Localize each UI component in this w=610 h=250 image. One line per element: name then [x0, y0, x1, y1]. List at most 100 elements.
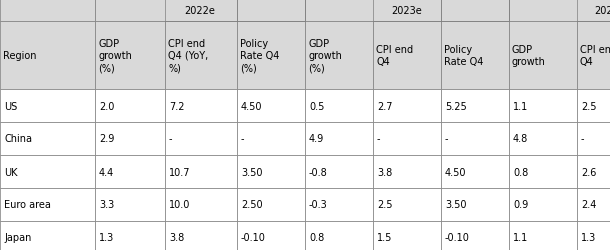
Bar — [577, 122, 610, 156]
Text: 2023e: 2023e — [392, 6, 422, 16]
Bar — [165, 156, 237, 188]
Text: 0.8: 0.8 — [309, 232, 325, 242]
Bar — [373, 22, 441, 90]
Bar — [373, 122, 441, 156]
Text: 4.4: 4.4 — [99, 167, 114, 177]
Text: -: - — [445, 134, 448, 144]
Bar — [165, 122, 237, 156]
Text: 4.50: 4.50 — [445, 167, 467, 177]
Bar — [95, 0, 305, 22]
Text: China: China — [4, 134, 32, 144]
Bar — [577, 188, 610, 221]
Bar — [509, 22, 577, 90]
Text: Japan: Japan — [4, 232, 31, 242]
Bar — [373, 188, 441, 221]
Text: -0.10: -0.10 — [241, 232, 266, 242]
Text: 1.5: 1.5 — [377, 232, 392, 242]
Text: 2022e: 2022e — [185, 6, 215, 16]
Bar — [0, 90, 95, 122]
Bar — [305, 156, 373, 188]
Text: US: US — [4, 101, 17, 111]
Text: 5.25: 5.25 — [445, 101, 467, 111]
Text: 2024e: 2024e — [594, 6, 610, 16]
Text: 3.50: 3.50 — [445, 200, 467, 210]
Bar — [441, 0, 509, 22]
Bar — [441, 22, 509, 90]
Text: 1.1: 1.1 — [513, 232, 528, 242]
Text: 7.2: 7.2 — [169, 101, 184, 111]
Bar — [441, 221, 509, 250]
Bar — [165, 22, 237, 90]
Text: UK: UK — [4, 167, 18, 177]
Text: 10.7: 10.7 — [169, 167, 190, 177]
Text: 1.1: 1.1 — [513, 101, 528, 111]
Bar — [95, 0, 165, 22]
Bar — [577, 90, 610, 122]
Bar — [0, 156, 95, 188]
Text: -0.3: -0.3 — [309, 200, 328, 210]
Text: -: - — [377, 134, 381, 144]
Text: 2.0: 2.0 — [99, 101, 115, 111]
Text: 3.3: 3.3 — [99, 200, 114, 210]
Text: GDP
growth
(%): GDP growth (%) — [308, 38, 342, 73]
Bar — [509, 122, 577, 156]
Text: -0.8: -0.8 — [309, 167, 328, 177]
Bar — [509, 221, 577, 250]
Text: -: - — [241, 134, 245, 144]
Bar — [237, 156, 305, 188]
Text: -0.10: -0.10 — [445, 232, 470, 242]
Bar — [165, 221, 237, 250]
Text: GDP
growth: GDP growth — [512, 44, 546, 67]
Text: -: - — [169, 134, 173, 144]
Text: 3.50: 3.50 — [241, 167, 262, 177]
Text: 2.6: 2.6 — [581, 167, 597, 177]
Bar — [95, 90, 165, 122]
Bar — [577, 22, 610, 90]
Text: GDP
growth
(%): GDP growth (%) — [98, 38, 132, 73]
Text: CPI end
Q4: CPI end Q4 — [376, 44, 413, 67]
Text: -: - — [581, 134, 584, 144]
Bar — [441, 122, 509, 156]
Bar — [509, 0, 610, 22]
Bar — [0, 0, 95, 22]
Bar — [305, 0, 509, 22]
Bar — [373, 221, 441, 250]
Text: 4.9: 4.9 — [309, 134, 325, 144]
Text: 4.50: 4.50 — [241, 101, 262, 111]
Bar — [577, 156, 610, 188]
Text: 10.0: 10.0 — [169, 200, 190, 210]
Bar — [441, 188, 509, 221]
Bar — [237, 188, 305, 221]
Bar — [0, 188, 95, 221]
Bar — [0, 122, 95, 156]
Text: 1.3: 1.3 — [99, 232, 114, 242]
Bar — [95, 22, 165, 90]
Bar — [373, 0, 441, 22]
Bar — [509, 188, 577, 221]
Bar — [237, 0, 305, 22]
Bar — [509, 156, 577, 188]
Bar — [305, 22, 373, 90]
Text: 1.3: 1.3 — [581, 232, 596, 242]
Text: 3.8: 3.8 — [377, 167, 392, 177]
Bar — [305, 122, 373, 156]
Bar — [577, 221, 610, 250]
Bar — [0, 221, 95, 250]
Bar — [305, 188, 373, 221]
Bar — [305, 221, 373, 250]
Text: Policy
Rate Q4
(%): Policy Rate Q4 (%) — [240, 38, 279, 73]
Text: 2.9: 2.9 — [99, 134, 115, 144]
Text: CPI end
Q4 (YoY,
%): CPI end Q4 (YoY, %) — [168, 38, 208, 73]
Bar — [441, 90, 509, 122]
Text: CPI end
Q4: CPI end Q4 — [580, 44, 610, 67]
Bar — [95, 221, 165, 250]
Text: 0.8: 0.8 — [513, 167, 528, 177]
Bar — [577, 0, 610, 22]
Bar — [165, 188, 237, 221]
Text: Euro area: Euro area — [4, 200, 51, 210]
Text: Policy
Rate Q4: Policy Rate Q4 — [444, 44, 483, 67]
Bar — [305, 90, 373, 122]
Bar — [441, 156, 509, 188]
Text: 2.4: 2.4 — [581, 200, 597, 210]
Bar — [95, 188, 165, 221]
